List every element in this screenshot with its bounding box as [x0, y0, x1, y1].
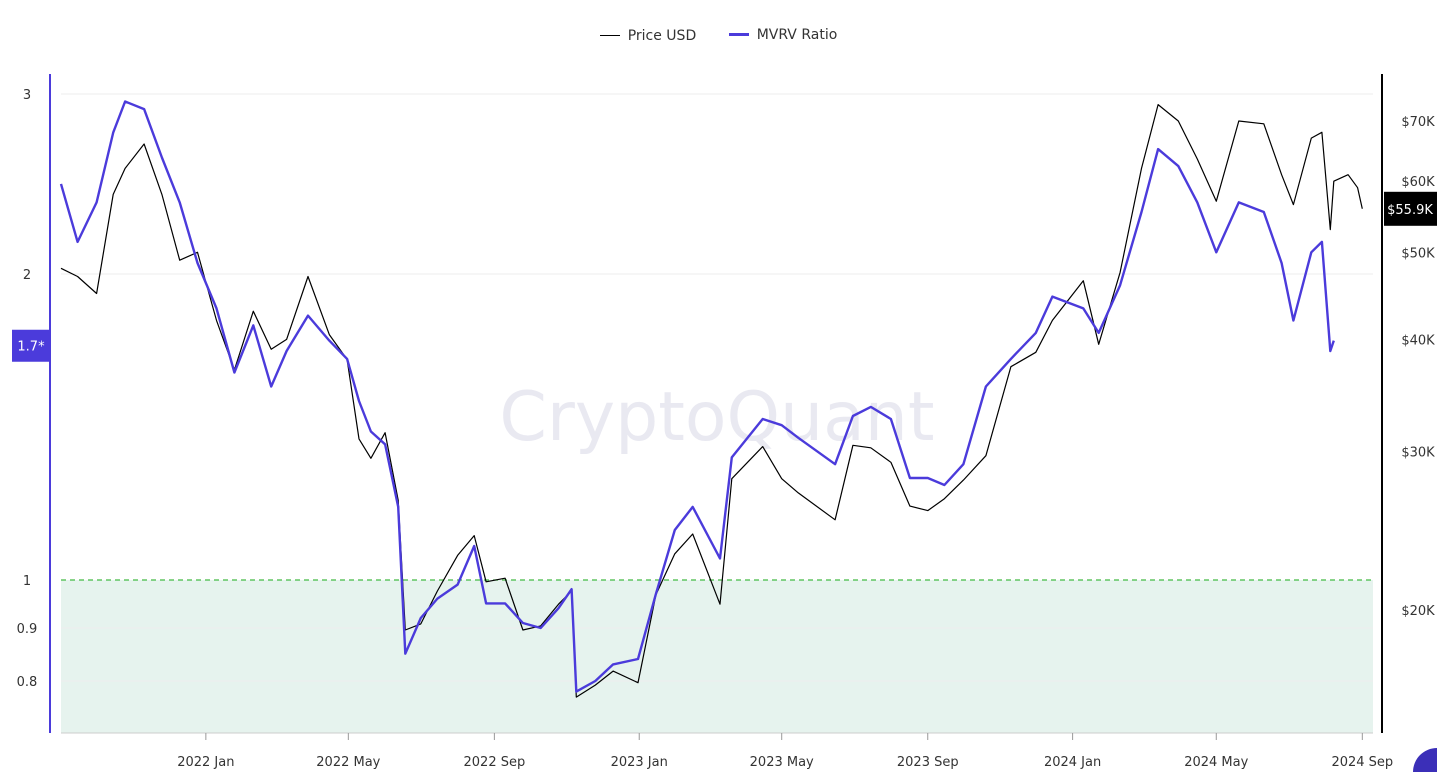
right-tick-label: $20K	[1401, 604, 1435, 619]
mvrv-line-swatch	[728, 33, 749, 36]
x-axis-ticks: 2022 Jan 2022 May 2022 Sep 2023 Jan 2023 May…	[177, 733, 1393, 770]
left-tick-label: 2	[23, 268, 31, 283]
x-tick-label: 2024 May	[1184, 755, 1248, 770]
left-tick-label: 1	[23, 574, 31, 589]
x-tick-label: 2022 May	[316, 755, 380, 770]
x-tick-label: 2024 Jan	[1044, 755, 1101, 770]
left-tick-label: 0.8	[17, 675, 38, 690]
x-tick-label: 2024 Sep	[1331, 755, 1393, 770]
right-current-value-tag: $55.9K	[1384, 191, 1437, 226]
x-tick-label: 2023 May	[750, 755, 814, 770]
right-current-value-label: $55.9K	[1387, 203, 1433, 218]
left-current-value-label: 1.7*	[17, 340, 45, 355]
legend-item-price[interactable]: Price USD	[599, 27, 697, 44]
price-usd-line[interactable]	[60, 104, 1363, 698]
undervalued-zone	[61, 580, 1373, 733]
x-tick-label: 2022 Jan	[177, 755, 234, 770]
cryptoquant-watermark: CryptoQuant	[499, 378, 934, 457]
left-tick-label: 0.9	[17, 622, 38, 637]
x-tick-label: 2023 Sep	[897, 755, 959, 770]
right-axis-ticks: $70K $60K $50K $40K $30K $20K	[1401, 115, 1435, 619]
left-current-value-tag: 1.7*	[12, 329, 50, 362]
right-tick-label: $40K	[1401, 333, 1435, 348]
legend-item-mvrv[interactable]: MVRV Ratio	[728, 26, 838, 43]
price-line-swatch	[599, 35, 620, 36]
chart-legend: Price USD MVRV Ratio	[0, 24, 1437, 44]
left-axis-ticks: 3 2 1 0.9 0.8	[17, 88, 38, 690]
right-tick-label: $70K	[1401, 115, 1435, 130]
mvrv-ratio-line[interactable]	[59, 100, 1335, 693]
legend-label-mvrv: MVRV Ratio	[756, 26, 838, 43]
right-tick-label: $30K	[1401, 446, 1435, 461]
right-tick-label: $50K	[1401, 246, 1435, 261]
gridlines	[61, 93, 1373, 682]
help-chat-bubble[interactable]	[1413, 748, 1437, 772]
x-tick-label: 2023 Jan	[611, 755, 668, 770]
legend-label-price: Price USD	[627, 27, 697, 44]
left-tick-label: 3	[23, 88, 31, 103]
x-tick-label: 2022 Sep	[464, 755, 526, 770]
right-tick-label: $60K	[1401, 175, 1435, 190]
